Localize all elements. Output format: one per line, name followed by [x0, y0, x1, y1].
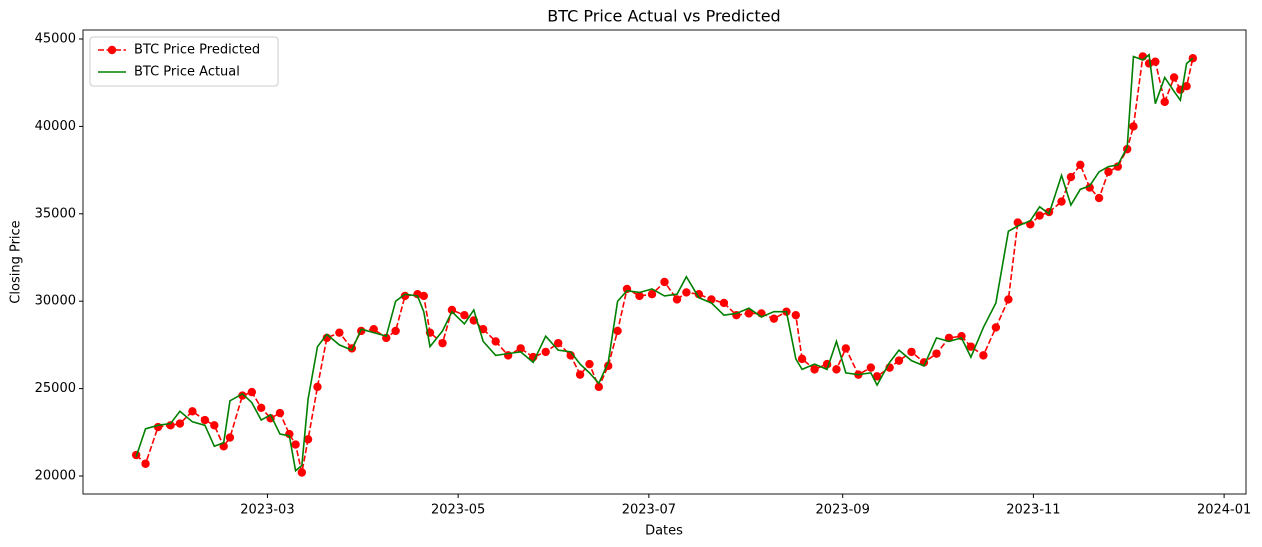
data-point	[594, 382, 604, 392]
data-point	[744, 309, 754, 318]
data-point	[866, 363, 876, 372]
data-point	[894, 356, 904, 365]
data-point	[991, 323, 1001, 332]
y-tick-label: 30000	[35, 294, 76, 309]
data-point	[200, 415, 210, 425]
data-point	[1094, 193, 1104, 203]
x-tick-label: 2023-11	[1006, 503, 1060, 518]
data-point	[1057, 197, 1066, 206]
data-point	[419, 291, 428, 301]
y-axis-label: Closing Price	[9, 220, 24, 303]
data-point	[907, 347, 916, 357]
data-point	[257, 403, 266, 413]
x-tick-label: 2024-01	[1197, 503, 1251, 518]
data-point	[932, 349, 941, 358]
x-tick-label: 2023-07	[622, 503, 676, 518]
plot-frame	[82, 29, 1247, 495]
data-point	[1035, 211, 1044, 220]
series-line	[135, 53, 1194, 473]
data-point	[979, 351, 988, 360]
y-tick-label: 35000	[35, 206, 76, 221]
data-point	[175, 419, 185, 428]
data-point	[516, 344, 525, 353]
y-tick-label: 40000	[35, 119, 76, 134]
data-point	[1182, 81, 1191, 91]
data-point	[447, 305, 457, 315]
data-point	[1076, 160, 1085, 170]
data-point	[313, 382, 322, 392]
y-tick-label: 45000	[35, 32, 76, 47]
data-point	[303, 435, 313, 444]
legend: BTC Price Predicted BTC Price Actual	[89, 36, 279, 87]
data-point	[841, 344, 851, 353]
data-point	[635, 291, 644, 301]
data-point	[797, 354, 807, 364]
data-point	[1004, 295, 1013, 304]
data-point	[297, 468, 307, 477]
data-point	[566, 351, 575, 360]
data-point	[1066, 172, 1076, 182]
data-point	[291, 440, 300, 449]
x-tick-label: 2023-05	[431, 503, 485, 518]
legend-marker	[107, 45, 117, 55]
data-point	[491, 337, 500, 346]
data-point	[225, 433, 235, 442]
data-point	[660, 277, 669, 287]
legend-label: BTC Price Actual	[134, 65, 240, 80]
y-tick-label: 25000	[35, 381, 76, 396]
data-point	[872, 372, 882, 381]
data-point	[575, 370, 585, 379]
x-tick-label: 2023-03	[240, 503, 294, 518]
data-point	[694, 290, 704, 299]
data-point	[966, 342, 976, 351]
data-point	[832, 365, 841, 374]
data-point	[210, 421, 219, 430]
data-point	[672, 295, 682, 304]
data-point	[247, 387, 257, 397]
data-point	[238, 391, 247, 400]
data-point	[541, 347, 550, 357]
data-point	[791, 310, 801, 320]
data-point	[719, 298, 729, 308]
data-point	[810, 365, 819, 374]
data-point	[460, 310, 469, 320]
data-point	[1104, 167, 1113, 177]
x-axis-label: Dates	[645, 524, 683, 539]
data-point	[141, 459, 150, 468]
x-tick-label: 2023-09	[816, 503, 870, 518]
data-point	[478, 324, 488, 334]
data-point	[275, 408, 285, 418]
data-point	[769, 314, 779, 323]
chart-title: BTC Price Actual vs Predicted	[547, 7, 780, 26]
data-point	[391, 326, 400, 336]
data-point	[613, 326, 622, 336]
data-point	[188, 407, 197, 416]
data-point	[438, 338, 447, 348]
data-point	[554, 338, 563, 348]
data-point	[1085, 183, 1094, 192]
data-point	[1129, 122, 1138, 131]
data-point	[682, 288, 691, 297]
legend-label: BTC Price Predicted	[134, 43, 260, 58]
data-point	[1160, 97, 1169, 107]
data-point	[585, 359, 594, 369]
data-point	[335, 328, 344, 337]
data-point	[1151, 57, 1160, 66]
data-point	[647, 290, 657, 299]
legend-box	[89, 36, 279, 87]
data-point	[1169, 73, 1179, 82]
series-line	[135, 54, 1194, 473]
y-tick-label: 20000	[35, 468, 76, 483]
